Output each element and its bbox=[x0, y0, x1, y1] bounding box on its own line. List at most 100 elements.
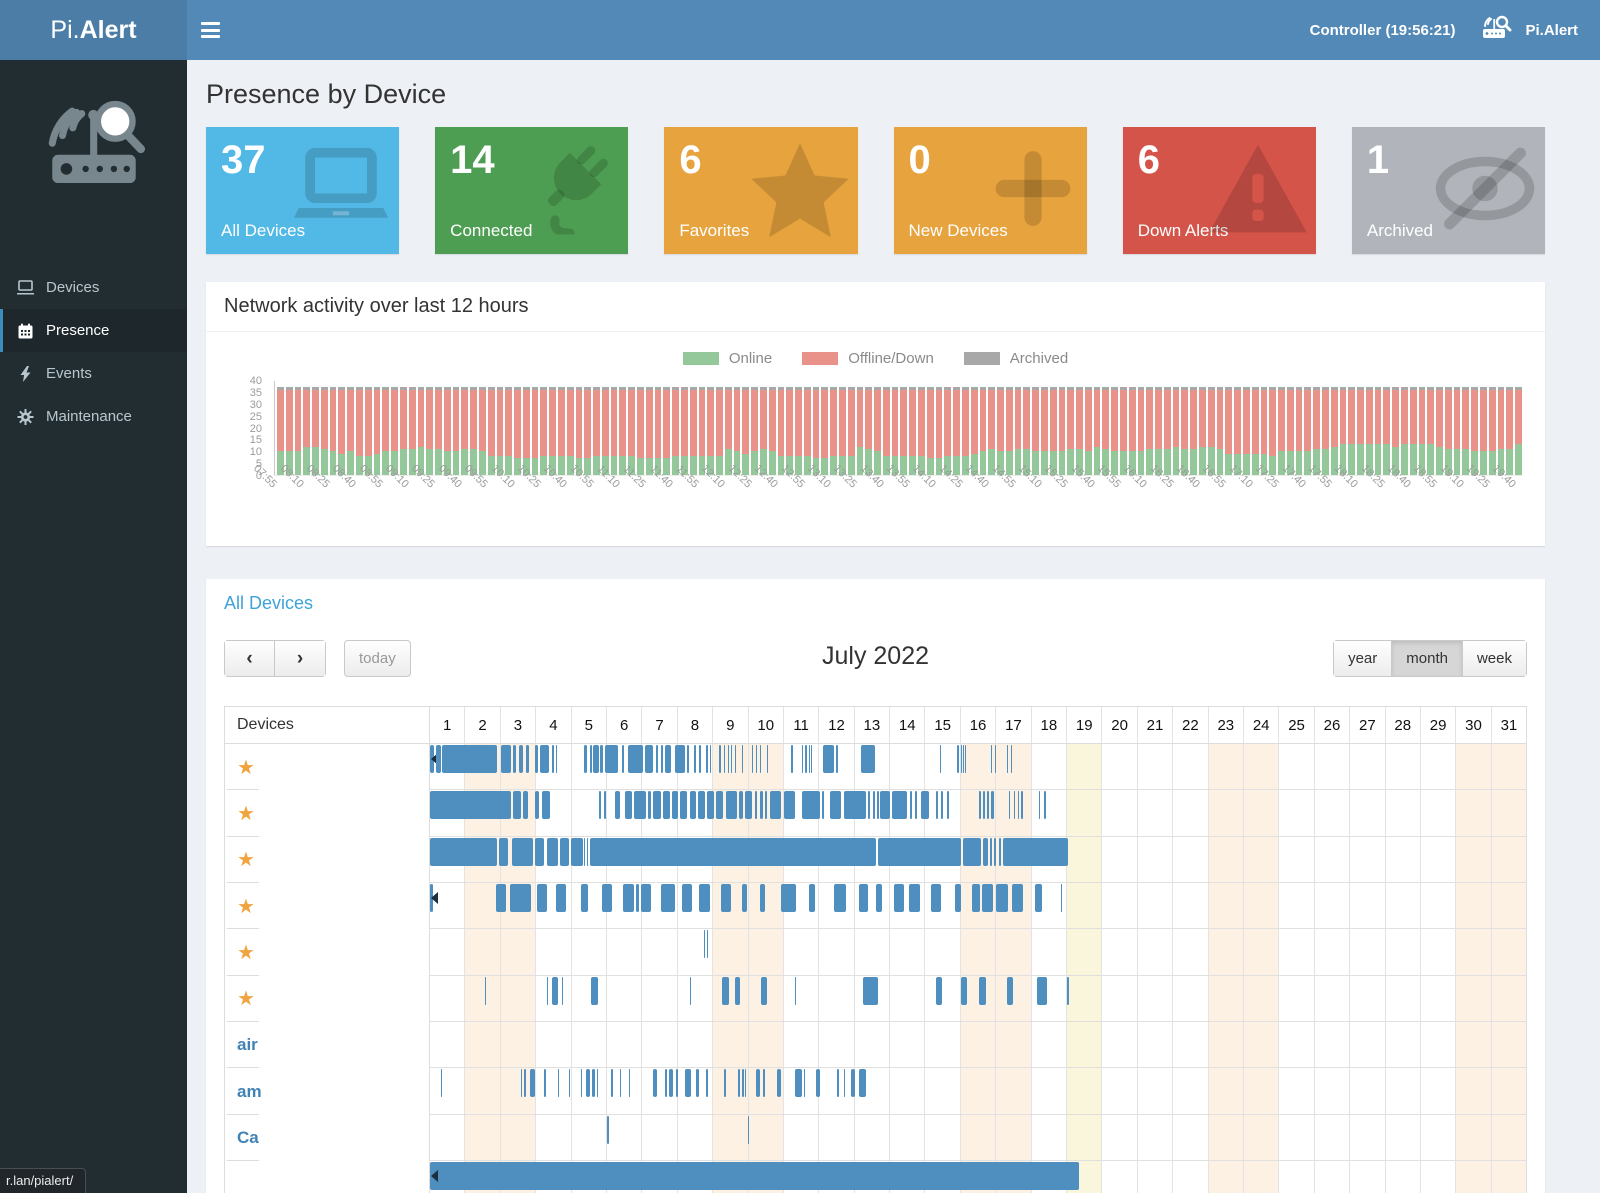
presence-bar-segment[interactable] bbox=[593, 745, 599, 773]
presence-bar-segment[interactable] bbox=[872, 791, 875, 820]
presence-bar-segment[interactable] bbox=[580, 884, 588, 913]
presence-bar-segment[interactable] bbox=[543, 1069, 546, 1098]
presence-bar-segment[interactable] bbox=[940, 791, 944, 820]
presence-bar-segment[interactable] bbox=[534, 745, 539, 773]
presence-bar-segment[interactable] bbox=[823, 745, 834, 773]
presence-bar-segment[interactable] bbox=[644, 745, 654, 773]
presence-bar-segment[interactable] bbox=[936, 976, 942, 1005]
presence-bar-segment[interactable] bbox=[722, 976, 730, 1005]
presence-bar-segment[interactable] bbox=[837, 1069, 840, 1098]
presence-bar-segment[interactable] bbox=[586, 837, 588, 866]
sidebar-item-maintenance[interactable]: Maintenance bbox=[0, 395, 187, 438]
calendar-next-button[interactable]: › bbox=[275, 640, 326, 677]
presence-bar-segment[interactable] bbox=[547, 837, 558, 866]
presence-bar-segment[interactable] bbox=[858, 1069, 866, 1098]
presence-bar-segment[interactable] bbox=[676, 1069, 679, 1098]
presence-bar-segment[interactable] bbox=[739, 791, 743, 820]
presence-bar-segment[interactable] bbox=[734, 745, 736, 773]
presence-bar-segment[interactable] bbox=[591, 1069, 596, 1098]
sidebar-item-events[interactable]: Events bbox=[0, 352, 187, 395]
presence-bar-segment[interactable] bbox=[536, 884, 548, 913]
presence-bar-segment[interactable] bbox=[844, 791, 866, 820]
presence-bar-segment[interactable] bbox=[991, 791, 994, 820]
presence-bar-segment[interactable] bbox=[963, 745, 965, 773]
presence-bar-segment[interactable] bbox=[542, 791, 551, 820]
device-name-link[interactable]: air bbox=[237, 1035, 258, 1055]
presence-bar-segment[interactable] bbox=[920, 791, 930, 820]
presence-bar-segment[interactable] bbox=[801, 745, 803, 773]
presence-bar-segment[interactable] bbox=[653, 791, 661, 820]
presence-bar-segment[interactable] bbox=[710, 745, 712, 773]
presence-bar-segment[interactable] bbox=[809, 884, 815, 913]
presence-bar-segment[interactable] bbox=[586, 1069, 590, 1098]
presence-bar-segment[interactable] bbox=[1006, 976, 1013, 1005]
presence-bar-segment[interactable] bbox=[957, 745, 959, 773]
presence-bar-segment[interactable] bbox=[971, 884, 981, 913]
presence-bar-segment[interactable] bbox=[784, 791, 795, 820]
presence-bar-segment[interactable] bbox=[759, 884, 766, 913]
presence-bar-segment[interactable] bbox=[707, 791, 714, 820]
presence-bar-segment[interactable] bbox=[860, 745, 875, 773]
presence-bar-segment[interactable] bbox=[982, 884, 993, 913]
presence-bar-segment[interactable] bbox=[589, 745, 592, 773]
presence-bar-segment[interactable] bbox=[601, 884, 613, 913]
presence-bar-segment[interactable] bbox=[662, 791, 670, 820]
presence-bar-segment[interactable] bbox=[1009, 791, 1011, 820]
presence-bar-segment[interactable] bbox=[706, 1069, 708, 1098]
device-name-link[interactable]: Ca bbox=[237, 1127, 259, 1147]
presence-bar-segment[interactable] bbox=[876, 884, 882, 913]
presence-bar-segment[interactable] bbox=[665, 1069, 668, 1098]
presence-bar-segment[interactable] bbox=[720, 884, 732, 913]
presence-bar-segment[interactable] bbox=[766, 745, 768, 773]
presence-bar-segment[interactable] bbox=[430, 837, 498, 866]
presence-bar-segment[interactable] bbox=[893, 884, 905, 913]
presence-bar-segment[interactable] bbox=[681, 884, 693, 913]
presence-bar-segment[interactable] bbox=[1011, 884, 1024, 913]
presence-bar-segment[interactable] bbox=[430, 1162, 1079, 1191]
presence-bar-segment[interactable] bbox=[1002, 837, 1069, 866]
presence-bar-segment[interactable] bbox=[946, 791, 949, 820]
presence-bar-segment[interactable] bbox=[991, 745, 993, 773]
presence-bar-segment[interactable] bbox=[540, 745, 550, 773]
presence-bar-segment[interactable] bbox=[727, 745, 729, 773]
presence-bar-segment[interactable] bbox=[759, 791, 764, 820]
presence-bar-segment[interactable] bbox=[674, 745, 686, 773]
presence-bar-segment[interactable] bbox=[690, 976, 692, 1005]
presence-bar-segment[interactable] bbox=[909, 884, 920, 913]
presence-bar-segment[interactable] bbox=[580, 1069, 583, 1098]
presence-bar-segment[interactable] bbox=[994, 745, 996, 773]
presence-bar-segment[interactable] bbox=[982, 791, 986, 820]
presence-bar-segment[interactable] bbox=[671, 791, 679, 820]
stat-card-all-devices[interactable]: 37 All Devices bbox=[206, 127, 400, 254]
presence-bar-segment[interactable] bbox=[867, 791, 870, 820]
presence-bar-segment[interactable] bbox=[755, 745, 758, 773]
presence-bar-segment[interactable] bbox=[965, 745, 967, 773]
presence-bar-segment[interactable] bbox=[430, 745, 438, 773]
presence-bar-segment[interactable] bbox=[1067, 976, 1069, 1005]
presence-bar-segment[interactable] bbox=[697, 791, 706, 820]
presence-bar-segment[interactable] bbox=[765, 791, 768, 820]
presence-bar-segment[interactable] bbox=[535, 837, 544, 866]
presence-bar-segment[interactable] bbox=[809, 745, 811, 773]
presence-bar-segment[interactable] bbox=[664, 745, 672, 773]
presence-bar-segment[interactable] bbox=[961, 745, 963, 773]
presence-bar-segment[interactable] bbox=[719, 745, 721, 773]
presence-bar-segment[interactable] bbox=[830, 791, 841, 820]
presence-bar-segment[interactable] bbox=[430, 791, 512, 820]
presence-bar-segment[interactable] bbox=[501, 745, 512, 773]
presence-bar-segment[interactable] bbox=[660, 884, 675, 913]
presence-bar-segment[interactable] bbox=[915, 791, 918, 820]
presence-bar-segment[interactable] bbox=[741, 745, 743, 773]
calendar-title[interactable]: All Devices bbox=[224, 593, 314, 613]
presence-bar-segment[interactable] bbox=[430, 884, 438, 913]
presence-bar-segment[interactable] bbox=[876, 791, 879, 820]
presence-bar-segment[interactable] bbox=[1017, 791, 1019, 820]
presence-bar-segment[interactable] bbox=[680, 791, 688, 820]
presence-bar-segment[interactable] bbox=[552, 976, 558, 1005]
presence-bar-segment[interactable] bbox=[694, 745, 696, 773]
presence-bar-segment[interactable] bbox=[731, 745, 733, 773]
presence-bar-segment[interactable] bbox=[754, 791, 757, 820]
presence-bar-segment[interactable] bbox=[741, 884, 748, 913]
presence-bar-segment[interactable] bbox=[640, 884, 652, 913]
presence-bar-segment[interactable] bbox=[557, 1069, 560, 1098]
